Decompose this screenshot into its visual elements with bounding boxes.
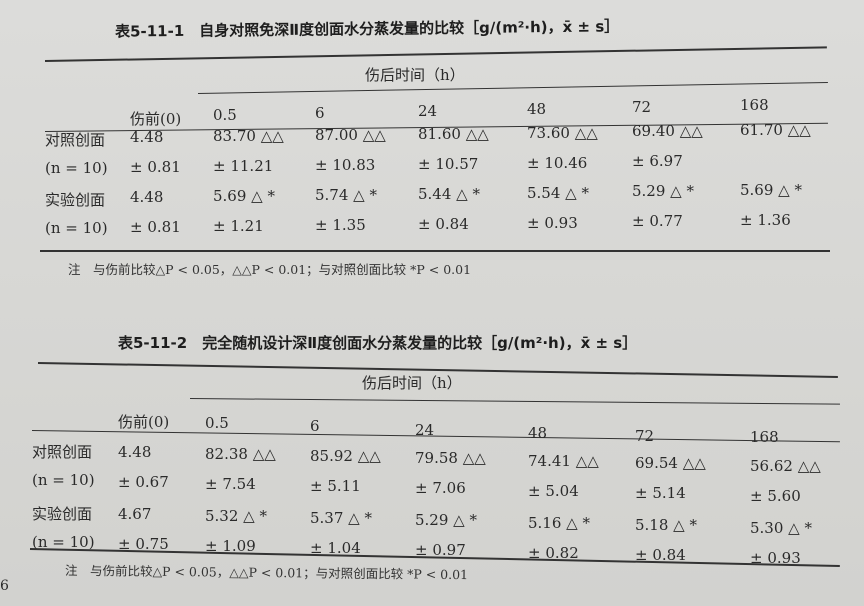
table-cell: ± 7.54 xyxy=(205,474,256,493)
table-cell: ± 6.97 xyxy=(632,152,683,171)
table-cell: 5.44 △ * xyxy=(418,184,480,203)
column-header: 伤前(0) xyxy=(118,413,170,431)
column-header: 6 xyxy=(310,417,320,435)
table-cell: ± 1.09 xyxy=(205,536,256,555)
table-cell: 82.38 △△ xyxy=(205,444,276,463)
table-cell: ± 0.81 xyxy=(130,158,181,177)
table-cell: ± 0.77 xyxy=(632,212,683,231)
table-cell: ± 0.81 xyxy=(130,218,181,237)
table-cell: ± 1.35 xyxy=(315,216,366,235)
row-label: 对照创面 xyxy=(32,442,93,461)
table-cell: ± 0.82 xyxy=(528,543,579,562)
column-header: 48 xyxy=(528,424,548,442)
column-header: 72 xyxy=(632,98,652,116)
table-cell: 69.40 △△ xyxy=(632,122,703,141)
table-cell: 5.18 △ * xyxy=(635,515,697,534)
top-rule xyxy=(44,46,827,62)
table-cell: 5.29 △ * xyxy=(632,182,694,201)
table-cell: 5.16 △ * xyxy=(528,513,590,532)
table-cell: ± 0.84 xyxy=(635,545,686,564)
row-label: (n = 10) xyxy=(45,219,108,238)
table-cell: ± 0.84 xyxy=(418,214,469,233)
table-cell: 81.60 △△ xyxy=(418,124,489,143)
table-cell: 85.92 △△ xyxy=(310,446,381,465)
table-cell: ± 0.93 xyxy=(527,213,578,232)
table-cell: 4.48 xyxy=(118,442,152,461)
column-header: 0.5 xyxy=(205,414,229,432)
table-note: 注 与伤前比较△P < 0.05，△△P < 0.01；与对照创面比较 *P <… xyxy=(64,562,469,583)
table-cell: 5.69 △ * xyxy=(213,187,275,206)
column-header: 24 xyxy=(415,421,435,439)
table-cell: ± 1.36 xyxy=(740,211,791,230)
table-cell: ± 10.57 xyxy=(418,154,479,173)
row-label: (n = 10) xyxy=(32,532,95,551)
table-cell: 5.29 △ * xyxy=(415,511,477,530)
table-cell: 5.32 △ * xyxy=(205,506,267,525)
column-header: 168 xyxy=(750,428,779,446)
table-cell: ± 1.21 xyxy=(213,217,264,236)
table-cell: ± 11.21 xyxy=(213,157,274,176)
group-header: 伤后时间（h） xyxy=(365,66,465,84)
table-cell: ± 5.04 xyxy=(528,481,579,500)
row-label: (n = 10) xyxy=(32,470,95,489)
row-label: (n = 10) xyxy=(45,159,108,178)
table-cell: 4.48 xyxy=(130,128,164,147)
table-cell: ± 0.67 xyxy=(118,472,169,491)
table-note: 注 与伤前比较△P < 0.05，△△P < 0.01；与对照创面比较 *P <… xyxy=(68,262,472,277)
row-label: 对照创面 xyxy=(45,131,106,150)
table-cell: 5.30 △ * xyxy=(750,518,812,537)
row-label: 实验创面 xyxy=(45,191,106,210)
table-cell: ± 0.93 xyxy=(750,548,801,567)
table-cell: 87.00 △△ xyxy=(315,126,386,145)
table-cell: 4.67 xyxy=(118,504,152,523)
table-cell: 74.41 △△ xyxy=(528,451,599,470)
table-cell: ± 0.97 xyxy=(415,541,466,560)
table-cell: 83.70 △△ xyxy=(213,127,284,146)
table-cell: 73.60 △△ xyxy=(527,123,598,142)
table-cell: ± 1.04 xyxy=(310,538,361,557)
table-cell: ± 7.06 xyxy=(415,479,466,498)
column-header: 72 xyxy=(635,427,655,445)
bottom-rule xyxy=(40,250,830,252)
table-cell: 69.54 △△ xyxy=(635,453,706,472)
table-cell: 61.70 △△ xyxy=(740,121,811,140)
table-cell: ± 5.14 xyxy=(635,483,686,502)
table-cell: ± 5.60 xyxy=(750,486,801,505)
column-header: 24 xyxy=(418,102,438,120)
table-cell: 5.37 △ * xyxy=(310,508,372,527)
table-title: 表5-11-2 完全随机设计深Ⅱ度创面水分蒸发量的比较［g/(m²·h)，x̄ … xyxy=(118,334,638,352)
group-header: 伤后时间（h） xyxy=(362,374,462,392)
table-cell: ± 10.83 xyxy=(315,156,376,175)
column-header: 伤前(0) xyxy=(130,110,182,128)
table-cell: 5.69 △ * xyxy=(740,181,802,200)
column-header: 6 xyxy=(315,104,325,122)
table-cell: ± 0.75 xyxy=(118,534,169,553)
table-cell: ± 5.11 xyxy=(310,476,361,495)
column-header: 0.5 xyxy=(213,106,237,124)
table-title: 表5-11-1 自身对照免深Ⅱ度创面水分蒸发量的比较［g/(m²·h)，x̄ ±… xyxy=(114,17,620,41)
table-cell: ± 10.46 xyxy=(527,153,588,172)
column-header: 48 xyxy=(527,100,547,118)
column-header: 168 xyxy=(740,96,769,114)
row-label: 实验创面 xyxy=(32,504,93,523)
table-cell: 4.48 xyxy=(130,188,164,207)
table-cell: 5.54 △ * xyxy=(527,183,589,202)
group-rule xyxy=(197,82,828,94)
table-cell: 56.62 △△ xyxy=(750,456,821,475)
table-cell: 79.58 △△ xyxy=(415,449,486,468)
table-cell: 5.74 △ * xyxy=(315,186,377,205)
page-number: 6 xyxy=(0,578,9,594)
group-rule xyxy=(189,398,840,405)
